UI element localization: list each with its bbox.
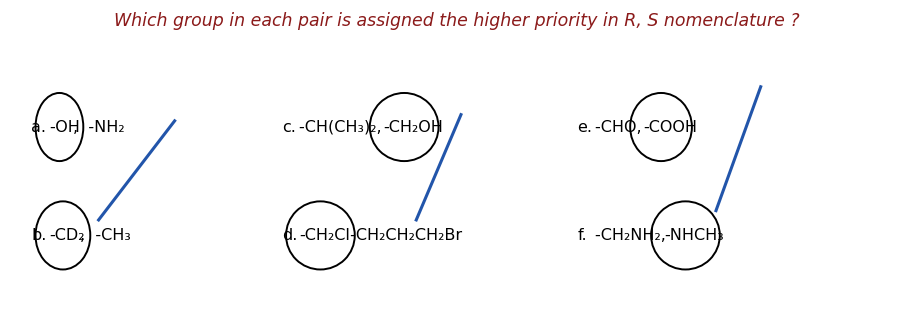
- Text: -COOH: -COOH: [644, 119, 698, 135]
- Text: d.: d.: [282, 228, 298, 243]
- Text: -NHCH₃: -NHCH₃: [665, 228, 724, 243]
- Text: -CH(CH₃)₂,: -CH(CH₃)₂,: [299, 119, 393, 135]
- Text: -CD₂: -CD₂: [49, 228, 84, 243]
- Text: f.: f.: [577, 228, 587, 243]
- Text: -CH₂OH: -CH₂OH: [383, 119, 443, 135]
- Text: -CHO,: -CHO,: [594, 119, 652, 135]
- Text: -CH₂NH₂,: -CH₂NH₂,: [594, 228, 676, 243]
- Text: b.: b.: [31, 228, 47, 243]
- Text: ,  -CH₃: , -CH₃: [80, 228, 131, 243]
- Text: -OH: -OH: [49, 119, 79, 135]
- Text: -CH₂CH₂CH₂Br: -CH₂CH₂CH₂Br: [345, 228, 462, 243]
- Text: -CH₂Cl: -CH₂Cl: [299, 228, 351, 243]
- Text: a.: a.: [31, 119, 47, 135]
- Text: e.: e.: [577, 119, 593, 135]
- Text: Which group in each pair is assigned the higher priority in R, S nomenclature ?: Which group in each pair is assigned the…: [114, 12, 799, 30]
- Text: ,  -NH₂: , -NH₂: [73, 119, 125, 135]
- Text: c.: c.: [282, 119, 296, 135]
